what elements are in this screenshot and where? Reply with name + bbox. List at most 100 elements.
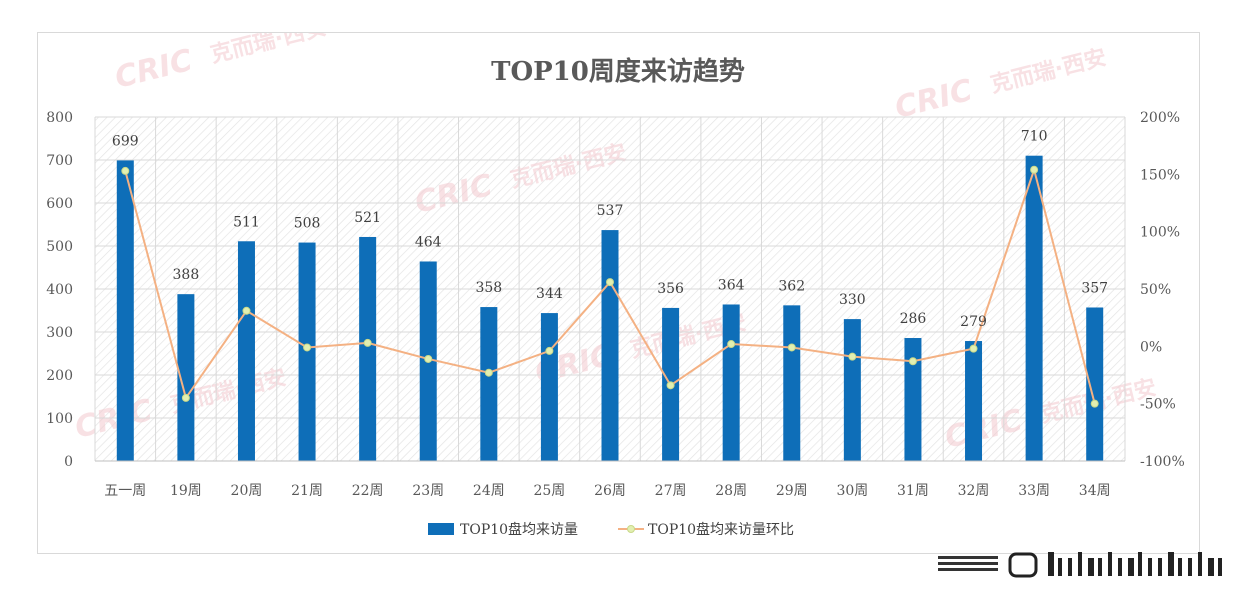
x-tick-label: 24周 — [473, 483, 505, 499]
x-tick-label: 29周 — [776, 483, 808, 499]
footer-stroke — [1208, 558, 1214, 576]
line-point — [303, 343, 312, 352]
x-tick-label: 20周 — [231, 483, 263, 499]
bar — [722, 304, 740, 461]
line-point — [1030, 165, 1039, 174]
footer-stroke — [1168, 552, 1174, 576]
gridlines — [94, 116, 1126, 462]
footer-watermark-graphic — [938, 552, 1222, 578]
line-point — [545, 346, 554, 355]
chart-title: TOP10周度来访趋势 — [491, 56, 745, 87]
bar — [540, 313, 558, 461]
y-left-tick-label: 800 — [46, 110, 73, 126]
footer-stroke — [938, 556, 998, 559]
legend-line-marker — [627, 525, 635, 533]
footer-stroke — [938, 568, 998, 571]
line-point — [181, 393, 190, 402]
footer-stroke — [1158, 558, 1162, 576]
bar-value-label: 286 — [900, 311, 927, 327]
bar-value-label: 464 — [415, 234, 442, 250]
x-tick-label: 19周 — [170, 483, 202, 499]
bar-value-label: 279 — [960, 314, 987, 330]
x-tick-label: 34周 — [1079, 483, 1111, 499]
footer-stroke — [1008, 552, 1038, 578]
watermark-logo: CRIC — [111, 43, 195, 96]
bar-value-label: 357 — [1081, 280, 1108, 296]
bar-value-label: 356 — [657, 281, 684, 297]
watermark-text: 克而瑞·西安 — [988, 44, 1109, 98]
y-right-tick-label: 100% — [1140, 225, 1180, 241]
bar-value-label: 537 — [597, 203, 624, 219]
bar-value-label: 521 — [354, 210, 381, 226]
x-tick-label: 26周 — [594, 483, 626, 499]
y-left-tick-label: 400 — [46, 282, 73, 298]
bar-value-label: 364 — [718, 277, 745, 293]
footer-stroke — [938, 562, 998, 565]
footer-stroke — [1078, 552, 1082, 576]
axes: 0 100 200 300 400 500 600 700 800 -100% -50% 0% 50% 1… — [46, 110, 1185, 499]
y-left-tick-label: 100 — [46, 411, 73, 427]
y-right-tick-label: 200% — [1140, 110, 1180, 126]
footer-stroke — [1088, 558, 1094, 576]
bar — [783, 305, 801, 461]
line-point — [424, 354, 433, 363]
y-right-tick-label: 50% — [1140, 282, 1171, 298]
x-tick-label: 28周 — [715, 483, 747, 499]
footer-stroke — [1068, 558, 1072, 576]
bar — [298, 242, 316, 461]
line-point — [666, 381, 675, 390]
bar-value-label: 508 — [294, 216, 321, 232]
line-point — [969, 344, 978, 353]
bar-value-label: 344 — [536, 286, 563, 302]
legend: TOP10盘均来访量 TOP10盘均来访量环比 — [428, 521, 794, 538]
y-left-tick-label: 0 — [64, 454, 73, 470]
line-point — [1090, 399, 1099, 408]
x-tick-label: 22周 — [352, 483, 384, 499]
y-right-tick-label: 150% — [1140, 167, 1180, 183]
legend-bar-label: TOP10盘均来访量 — [460, 521, 578, 538]
bar — [480, 307, 498, 461]
footer-stroke — [1148, 558, 1152, 576]
bar — [965, 341, 983, 461]
bar — [1086, 307, 1104, 461]
y-left-tick-label: 700 — [46, 153, 73, 169]
bar-value-label: 710 — [1021, 129, 1048, 145]
footer-stroke — [1048, 552, 1054, 576]
bar-value-label: 388 — [173, 267, 200, 283]
footer-stroke — [1188, 558, 1192, 576]
y-left-tick-label: 200 — [46, 368, 73, 384]
x-tick-label: 33周 — [1018, 483, 1050, 499]
bar-value-label: 699 — [112, 133, 139, 149]
footer-stroke — [1108, 552, 1112, 576]
legend-bar-swatch — [428, 523, 454, 535]
footer-stroke — [1128, 558, 1134, 576]
y-right-tick-label: -100% — [1140, 454, 1185, 470]
footer-watermark-strokes — [938, 552, 1222, 578]
x-tick-label: 27周 — [655, 483, 687, 499]
footer-stroke — [1098, 558, 1102, 576]
footer-stroke — [1138, 552, 1142, 576]
y-left-tick-label: 600 — [46, 196, 73, 212]
chart-container: CRIC 克而瑞·西安 CRIC 克而瑞·西安 CRIC 克而瑞·西安 CRIC 克而瑞·西安… — [37, 32, 1200, 554]
footer-stroke — [1198, 552, 1202, 576]
x-tick-label: 21周 — [291, 483, 323, 499]
footer-stroke — [1218, 558, 1222, 576]
data-labels: 699 388 511 508 521 464 358 344 537 356 364 362 330 2… — [112, 129, 1108, 330]
line-point — [121, 166, 130, 175]
line-point — [848, 352, 857, 361]
x-tick-label: 23周 — [412, 483, 444, 499]
bar — [1025, 155, 1043, 461]
line-point — [787, 343, 796, 352]
bar — [601, 230, 619, 461]
x-tick-label: 五一周 — [104, 483, 146, 499]
bar — [177, 294, 195, 461]
bar-value-label: 358 — [475, 280, 502, 296]
y-right-tick-label: -50% — [1140, 397, 1176, 413]
bar — [843, 319, 861, 461]
line-point — [484, 368, 493, 377]
footer-stroke — [1058, 558, 1062, 576]
line-series — [121, 165, 1099, 408]
bar — [237, 241, 255, 461]
